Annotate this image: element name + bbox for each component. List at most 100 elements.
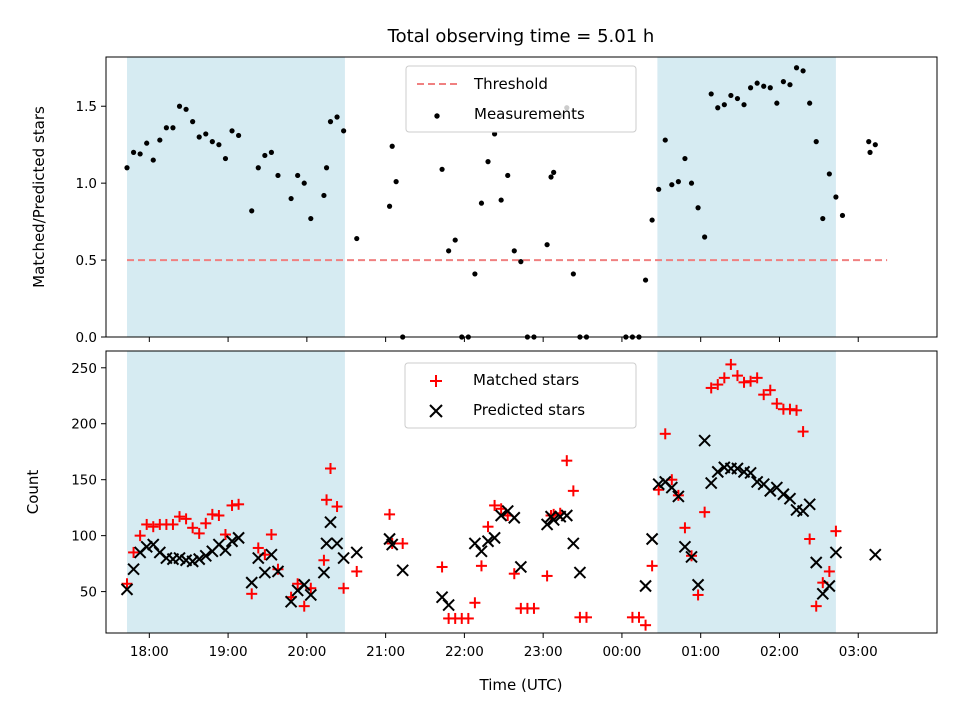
predicted-star-point [127,563,140,576]
predicted-star-point [265,548,278,561]
legend-measurements-swatch [434,113,440,119]
predicted-marker-stroke [127,563,140,576]
matched-star-point [128,546,140,558]
predicted-star-point [567,537,580,550]
predicted-star-point [494,509,508,522]
measurement-point [708,91,714,97]
predicted-star-point [645,532,659,546]
top-shaded-regions [127,57,836,337]
predicted-star-point [317,566,331,579]
measurement-point [491,131,498,137]
predicted-marker-stroke [225,535,239,548]
legend-matched-swatch [430,375,442,387]
predicted-star-point [271,565,285,578]
matched-stars-points [121,358,842,631]
measurement-point [150,157,156,163]
measurement-point [203,131,209,137]
measurement-point [800,68,806,74]
predicted-star-point [186,555,199,568]
predicted-star-point [225,535,239,548]
predicted-star-point [304,588,318,602]
matched-star-point [731,370,743,382]
matched-star-point [771,398,783,410]
predicted-marker-stroke [173,551,186,565]
predicted-marker-stroke [573,566,587,579]
predicted-marker-stroke [508,511,521,524]
predicted-star-point [385,538,399,551]
x-tick-label: 18:00 [130,644,169,660]
matched-star-point [187,522,199,534]
measurement-point [747,85,754,91]
measurement-point [288,195,294,202]
predicted-marker-stroke [718,461,731,474]
predicted-star-point [173,551,186,565]
matched-star-point [331,501,343,513]
predicted-marker-stroke [770,481,784,494]
predicted-marker-stroke [639,579,652,593]
measurement-point [826,171,832,177]
measurement-point [157,137,163,143]
matched-star-point [384,508,396,520]
measurement-point [452,237,458,243]
predicted-star-point [284,595,298,608]
predicted-star-point [245,576,258,589]
measurement-point [268,149,275,155]
matched-star-point [298,600,310,612]
measurement-point [761,83,767,89]
predicted-marker-stroke [514,560,528,574]
measurement-point [867,149,873,155]
predicted-star-point [514,560,528,574]
matched-star-point [797,426,809,438]
legend-predicted-swatch [429,404,443,418]
measurement-point [839,212,846,219]
predicted-marker-stroke [678,540,692,554]
measurement-point [548,174,554,180]
top-legend-box [405,65,637,133]
matched-star-point [397,537,409,549]
bottom-legend: Matched stars Predicted stars [404,362,637,429]
predicted-marker-stroke [704,476,718,490]
matched-star-point [338,582,350,594]
x-tick-label: 22:00 [445,644,484,660]
predicted-marker-stroke [147,538,160,551]
measurement-point [728,92,734,99]
predicted-marker-stroke [777,488,790,501]
top-axes-frame [105,56,938,338]
measurement-point [649,217,655,223]
predicted-star-point [120,583,134,596]
predicted-marker-stroke [481,535,495,548]
predicted-star-point [232,531,245,545]
predicted-marker-stroke [672,490,685,503]
predicted-star-point [750,475,764,489]
predicted-marker-stroke [823,579,836,593]
measurement-point [229,128,235,134]
bottom-y-axis-label: Count [24,470,42,515]
predicted-marker-stroke [160,551,173,565]
predicted-marker-stroke [691,578,705,592]
predicted-marker-stroke [475,545,488,558]
matched-star-point [469,597,481,609]
measurement-point [813,139,819,145]
matched-star-point [462,612,474,624]
measurement-point [222,155,229,162]
measurement-point [389,143,395,149]
measurement-point [144,140,150,146]
predicted-marker-stroke [153,546,167,559]
matched-star-point [292,578,304,590]
predicted-star-point [540,518,554,531]
predicted-star-point [685,550,698,564]
measurement-point [170,125,176,131]
predicted-star-point [547,513,560,527]
predicted-marker-stroke [803,498,816,511]
predicted-marker-stroke [265,548,278,561]
measurement-point [275,172,281,179]
bottom-panel: 50 100 150 200 250 18:00 19:00 20:00 21:00 22:00… [24,350,938,694]
matched-star-point [252,542,264,554]
bottom-y-tick-label: 200 [71,417,97,433]
x-tick-label: 01:00 [681,644,720,660]
predicted-marker-stroke [212,538,226,551]
predicted-star-point [764,484,777,498]
predicted-star-point [508,511,521,524]
predicted-star-point [803,498,816,511]
predicted-marker-stroke [685,550,698,564]
